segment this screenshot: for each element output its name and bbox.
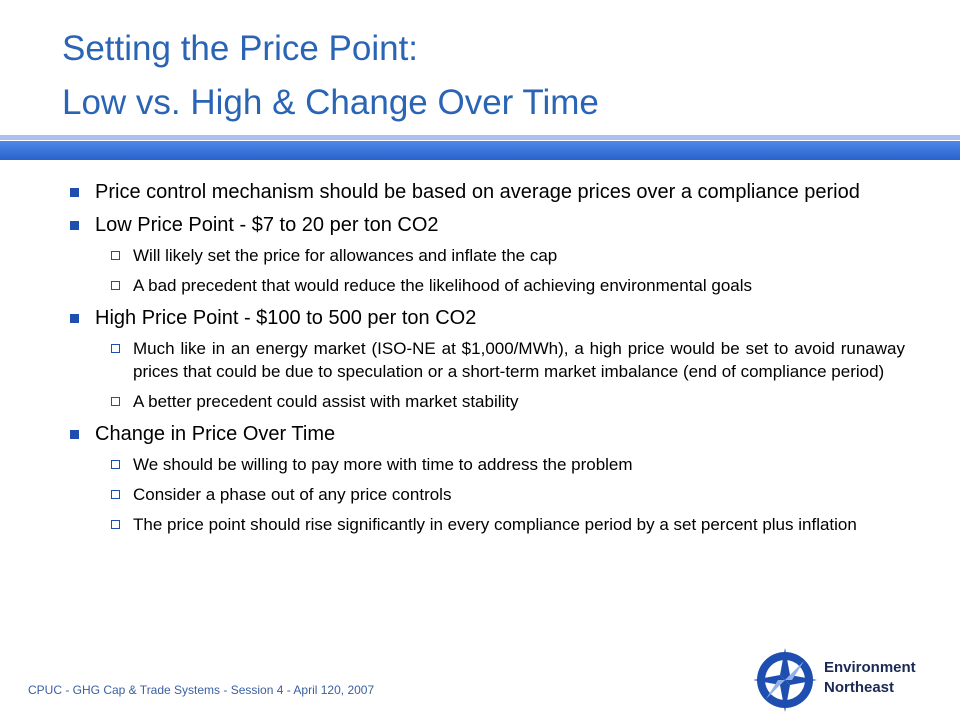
bullet: Low Price Point - $7 to 20 per ton CO2 [70,213,905,237]
title-line: Low vs. High & Change Over Time [62,83,599,122]
logo-text: Environment [824,659,916,676]
logo: Environment Northeast [753,648,916,712]
logo-text: Northeast [824,679,894,696]
sub-bullet: We should be willing to pay more with ti… [111,453,905,476]
bullet-list: Price control mechanism should be based … [0,180,960,545]
bullet: Change in Price Over Time [70,422,905,446]
sub-bullet: A better precedent could assist with mar… [111,390,905,413]
title-line: Setting the Price Point: [62,29,419,68]
bullet: High Price Point - $100 to 500 per ton C… [70,306,905,330]
sub-bullet: Consider a phase out of any price contro… [111,483,905,506]
accent-bar [0,141,960,160]
footer: CPUC - GHG Cap & Trade Systems - Session… [28,683,375,697]
bullet: Price control mechanism should be based … [70,180,905,204]
sub-bullet: Will likely set the price for allowances… [111,244,905,267]
title: Setting the Price Point: Low vs. High & … [62,22,599,130]
accent-line [0,135,960,140]
sub-bullet: Much like in an energy market (ISO-NE at… [111,339,905,381]
sub-bullet: A bad precedent that would reduce the li… [111,274,905,297]
sub-bullet: The price point should rise significantl… [111,513,905,536]
